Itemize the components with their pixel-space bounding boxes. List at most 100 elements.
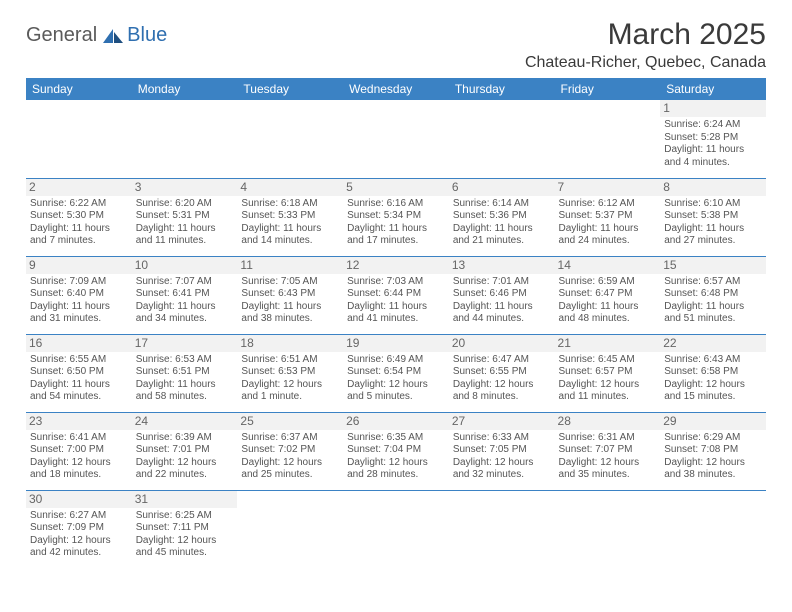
daylight-text: Daylight: 11 hours and 24 minutes.	[559, 223, 657, 248]
calendar-cell	[26, 100, 132, 178]
sunset-text: Sunset: 6:44 PM	[347, 288, 445, 301]
daylight-text: Daylight: 11 hours and 51 minutes.	[664, 301, 762, 326]
sunset-text: Sunset: 6:46 PM	[453, 288, 551, 301]
sunrise-text: Sunrise: 6:45 AM	[559, 354, 657, 367]
month-title: March 2025	[525, 18, 766, 52]
sunset-text: Sunset: 6:55 PM	[453, 366, 551, 379]
day-number: 4	[237, 179, 343, 196]
calendar-cell: 7Sunrise: 6:12 AMSunset: 5:37 PMDaylight…	[555, 178, 661, 256]
daylight-text: Daylight: 11 hours and 54 minutes.	[30, 379, 128, 404]
calendar-cell: 25Sunrise: 6:37 AMSunset: 7:02 PMDayligh…	[237, 412, 343, 490]
calendar-cell	[343, 100, 449, 178]
day-number: 7	[555, 179, 661, 196]
day-number: 12	[343, 257, 449, 274]
day-number: 3	[132, 179, 238, 196]
calendar-cell: 30Sunrise: 6:27 AMSunset: 7:09 PMDayligh…	[26, 490, 132, 568]
day-header: Thursday	[449, 78, 555, 100]
calendar-cell: 18Sunrise: 6:51 AMSunset: 6:53 PMDayligh…	[237, 334, 343, 412]
brand-logo: General Blue	[26, 18, 167, 47]
calendar-week-row: 1Sunrise: 6:24 AMSunset: 5:28 PMDaylight…	[26, 100, 766, 178]
day-header: Saturday	[660, 78, 766, 100]
calendar-cell: 19Sunrise: 6:49 AMSunset: 6:54 PMDayligh…	[343, 334, 449, 412]
sunrise-text: Sunrise: 6:31 AM	[559, 432, 657, 445]
sunrise-text: Sunrise: 6:41 AM	[30, 432, 128, 445]
sunrise-text: Sunrise: 6:27 AM	[30, 510, 128, 523]
calendar-cell	[449, 100, 555, 178]
sunrise-text: Sunrise: 6:10 AM	[664, 198, 762, 211]
day-number: 27	[449, 413, 555, 430]
day-number: 23	[26, 413, 132, 430]
calendar-cell: 20Sunrise: 6:47 AMSunset: 6:55 PMDayligh…	[449, 334, 555, 412]
day-number: 1	[660, 100, 766, 117]
daylight-text: Daylight: 11 hours and 21 minutes.	[453, 223, 551, 248]
calendar-cell: 31 Sunrise: 6:25 AMSunset: 7:11 PMDayligh…	[132, 490, 238, 568]
day-header: Wednesday	[343, 78, 449, 100]
daylight-text: Daylight: 11 hours and 41 minutes.	[347, 301, 445, 326]
sunset-text: Sunset: 7:00 PM	[30, 444, 128, 457]
calendar-cell: 24Sunrise: 6:39 AMSunset: 7:01 PMDayligh…	[132, 412, 238, 490]
day-number	[237, 491, 343, 493]
day-number: 8	[660, 179, 766, 196]
calendar-cell: 8Sunrise: 6:10 AMSunset: 5:38 PMDaylight…	[660, 178, 766, 256]
sunrise-text: Sunrise: 6:59 AM	[559, 276, 657, 289]
day-number: 31	[132, 491, 238, 508]
calendar-cell: 2Sunrise: 6:22 AMSunset: 5:30 PMDaylight…	[26, 178, 132, 256]
day-number: 14	[555, 257, 661, 274]
daylight-text: Daylight: 11 hours and 4 minutes.	[664, 144, 762, 169]
sunset-text: Sunset: 6:47 PM	[559, 288, 657, 301]
sunrise-text: Sunrise: 7:09 AM	[30, 276, 128, 289]
calendar-week-row: 2Sunrise: 6:22 AMSunset: 5:30 PMDaylight…	[26, 178, 766, 256]
sunset-text: Sunset: 7:08 PM	[664, 444, 762, 457]
page-container: General Blue March 2025 Chateau-Richer, …	[0, 0, 792, 578]
sunrise-text: Sunrise: 6:29 AM	[664, 432, 762, 445]
day-number	[449, 100, 555, 102]
daylight-text: Daylight: 11 hours and 17 minutes.	[347, 223, 445, 248]
sunrise-text: Sunrise: 6:20 AM	[136, 198, 234, 211]
sunset-text: Sunset: 7:09 PM	[30, 522, 128, 535]
calendar-cell	[555, 490, 661, 568]
sunrise-text: Sunrise: 6:14 AM	[453, 198, 551, 211]
daylight-text: Daylight: 11 hours and 44 minutes.	[453, 301, 551, 326]
day-number: 21	[555, 335, 661, 352]
day-number: 13	[449, 257, 555, 274]
sunset-text: Sunset: 6:41 PM	[136, 288, 234, 301]
sunrise-text: Sunrise: 7:01 AM	[453, 276, 551, 289]
calendar-cell	[343, 490, 449, 568]
day-number: 29	[660, 413, 766, 430]
sunset-text: Sunset: 7:07 PM	[559, 444, 657, 457]
daylight-text: Daylight: 12 hours and 45 minutes.	[136, 535, 234, 560]
day-number: 5	[343, 179, 449, 196]
calendar-week-row: 23 Sunrise: 6:41 AMSunset: 7:00 PM Dayligh…	[26, 412, 766, 490]
calendar-cell: 10Sunrise: 7:07 AMSunset: 6:41 PMDayligh…	[132, 256, 238, 334]
daylight-text: Daylight: 11 hours and 48 minutes.	[559, 301, 657, 326]
sunrise-text: Sunrise: 6:25 AM	[136, 510, 234, 523]
day-number	[132, 100, 238, 102]
calendar-cell: 17Sunrise: 6:53 AMSunset: 6:51 PMDayligh…	[132, 334, 238, 412]
calendar-cell: 27Sunrise: 6:33 AMSunset: 7:05 PMDayligh…	[449, 412, 555, 490]
day-number	[237, 100, 343, 102]
daylight-text: Daylight: 12 hours and 11 minutes.	[559, 379, 657, 404]
sunset-text: Sunset: 6:48 PM	[664, 288, 762, 301]
daylight-text: Daylight: 12 hours and 35 minutes.	[559, 457, 657, 482]
day-number: 28	[555, 413, 661, 430]
day-header: Friday	[555, 78, 661, 100]
daylight-text: Daylight: 12 hours and 15 minutes.	[664, 379, 762, 404]
sunrise-text: Sunrise: 6:49 AM	[347, 354, 445, 367]
sunset-text: Sunset: 5:30 PM	[30, 210, 128, 223]
sunrise-text: Sunrise: 6:33 AM	[453, 432, 551, 445]
sunset-text: Sunset: 7:11 PM	[136, 522, 234, 535]
day-number	[555, 491, 661, 493]
calendar-cell	[237, 100, 343, 178]
sunrise-text: Sunrise: 6:43 AM	[664, 354, 762, 367]
sunrise-text: Sunrise: 6:35 AM	[347, 432, 445, 445]
day-number: 26	[343, 413, 449, 430]
calendar-cell: 26Sunrise: 6:35 AMSunset: 7:04 PMDayligh…	[343, 412, 449, 490]
sunset-text: Sunset: 6:50 PM	[30, 366, 128, 379]
day-number: 6	[449, 179, 555, 196]
day-number: 24	[132, 413, 238, 430]
logo-sail-icon	[101, 27, 125, 45]
sunrise-text: Sunrise: 6:22 AM	[30, 198, 128, 211]
daylight-text: Daylight: 12 hours and 25 minutes.	[241, 457, 339, 482]
day-number: 20	[449, 335, 555, 352]
day-number: 19	[343, 335, 449, 352]
